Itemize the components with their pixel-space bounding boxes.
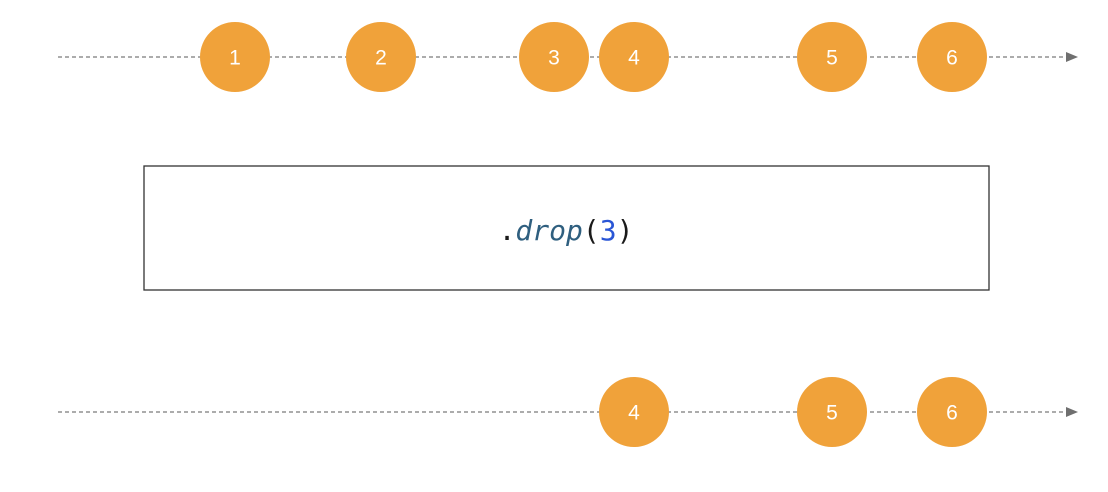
operator-argument: 3 xyxy=(600,214,617,247)
operator-close-paren: ) xyxy=(617,214,634,247)
input-marble-label: 4 xyxy=(628,47,640,70)
input-marble: 1 xyxy=(200,22,270,92)
output-marble-circle xyxy=(917,377,987,447)
input-marble-circle xyxy=(346,22,416,92)
input-marble-circle xyxy=(797,22,867,92)
output-marble: 6 xyxy=(917,377,987,447)
input-timeline-arrow-icon xyxy=(1066,52,1078,62)
input-marble-circle xyxy=(200,22,270,92)
output-marble-circle xyxy=(599,377,669,447)
input-timeline: 1 2 3 4 5 6 xyxy=(58,22,1078,92)
input-marble-label: 2 xyxy=(375,47,387,70)
output-marble-label: 5 xyxy=(826,402,838,425)
operator-dot: . xyxy=(499,214,516,247)
output-marble-label: 6 xyxy=(946,402,958,425)
input-marble: 2 xyxy=(346,22,416,92)
input-marble-label: 3 xyxy=(548,47,560,70)
output-marble-circle xyxy=(797,377,867,447)
input-marble-label: 6 xyxy=(946,47,958,70)
input-marble: 4 xyxy=(599,22,669,92)
operator-name: drop xyxy=(515,214,582,247)
output-marble: 4 xyxy=(599,377,669,447)
operator-box: .drop(3) xyxy=(143,165,990,291)
input-marble-circle xyxy=(917,22,987,92)
output-timeline: 4 5 6 xyxy=(58,377,1078,447)
input-marble-label: 5 xyxy=(826,47,838,70)
input-marble-label: 1 xyxy=(229,47,241,70)
input-marble-circle xyxy=(599,22,669,92)
input-marble-circle xyxy=(519,22,589,92)
input-marble: 5 xyxy=(797,22,867,92)
operator-open-paren: ( xyxy=(583,214,600,247)
input-marble: 6 xyxy=(917,22,987,92)
operator-label: .drop(3) xyxy=(499,214,634,247)
output-marble-label: 4 xyxy=(628,402,640,425)
output-marble: 5 xyxy=(797,377,867,447)
output-timeline-arrow-icon xyxy=(1066,407,1078,417)
input-marble: 3 xyxy=(519,22,589,92)
operator-rect xyxy=(143,165,990,291)
